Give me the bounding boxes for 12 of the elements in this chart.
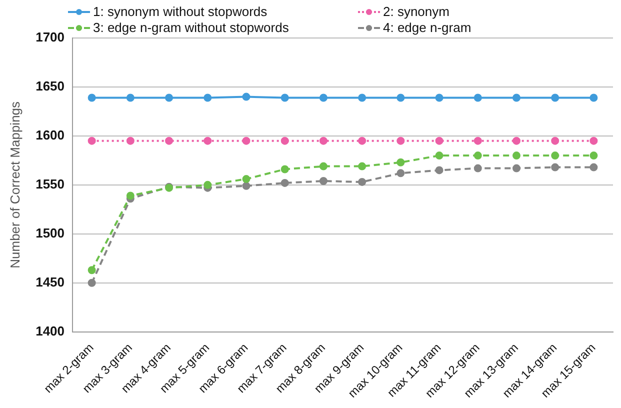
y-tick-label: 1650 (36, 78, 65, 94)
y-tick-label: 1400 (36, 323, 65, 338)
y-tick-label: 1550 (36, 176, 65, 192)
y-tick-label: 1700 (36, 30, 65, 45)
y-axis-title: Number of Correct Mappings (7, 100, 22, 268)
y-tick-label: 1500 (36, 225, 65, 240)
legend-label: 1: synonym without stopwords (93, 4, 268, 19)
legend-label: 3: edge n-gram without stopwords (93, 20, 289, 35)
legend-label: 2: synonym (383, 4, 450, 19)
legend-label: 4: edge n-gram (383, 20, 472, 35)
y-tick-label: 1600 (36, 128, 65, 143)
y-tick-label: 1450 (36, 274, 65, 290)
